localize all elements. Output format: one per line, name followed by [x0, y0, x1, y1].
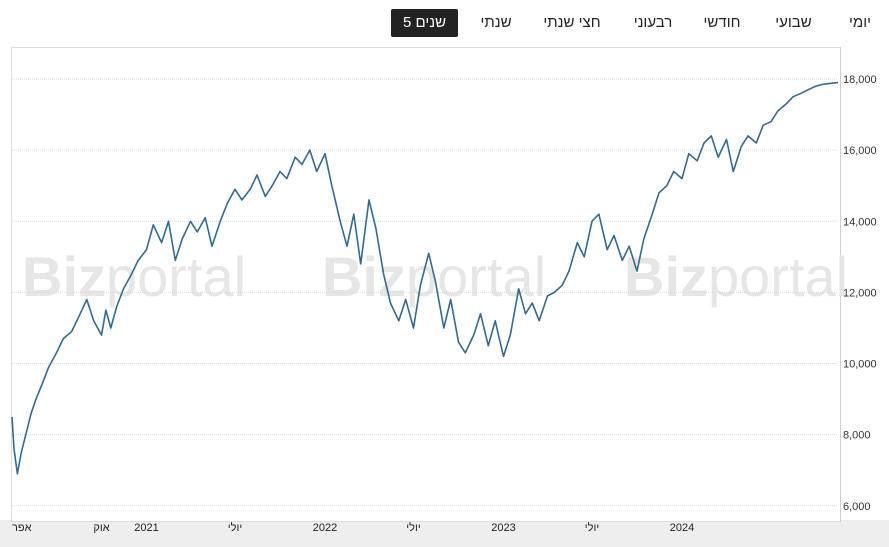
x-tick-label: 2021	[134, 522, 158, 534]
x-tick-label: יולי	[406, 521, 420, 534]
tab-weekly[interactable]: שבועי	[775, 14, 812, 31]
y-tick-label: 12,000	[843, 287, 877, 299]
y-axis-ticks: 6,000 8,000 10,000 12,000 14,000 16,000 18,000	[843, 74, 877, 513]
x-tick-label: 2023	[491, 522, 515, 534]
watermark-1: Bizportal	[22, 245, 246, 308]
x-axis-band	[0, 520, 889, 547]
tab-quarterly[interactable]: רבעוני	[633, 14, 673, 31]
watermark-3: Bizportal	[624, 245, 848, 308]
watermark-layer: Bizportal Bizportal Bizportal	[22, 245, 848, 308]
chart-frame	[11, 47, 841, 522]
y-tick-label: 6,000	[843, 501, 871, 513]
x-axis-ticks: אפר אוק 2021 יולי 2022 יולי 2023 יולי 2024	[12, 521, 694, 534]
tab-five-years[interactable]: 5 שנים	[391, 9, 459, 37]
tab-monthly[interactable]: חודשי	[703, 14, 741, 31]
x-tick-label: אוק	[93, 522, 109, 534]
period-tabs: יומי שבועי חודשי רבעוני חצי שנתי שנתי 5 …	[0, 0, 889, 46]
tab-half-yearly[interactable]: חצי שנתי	[543, 14, 601, 31]
tab-yearly[interactable]: שנתי	[480, 14, 512, 31]
x-tick-label: 2024	[670, 522, 694, 534]
y-tick-label: 18,000	[843, 74, 877, 86]
tab-daily[interactable]: יומי	[849, 14, 871, 31]
x-tick-label: 2022	[313, 522, 337, 534]
x-tick-label: יולי	[228, 521, 242, 534]
x-tick-label: אפר	[12, 522, 32, 534]
y-tick-label: 14,000	[843, 216, 877, 228]
y-tick-label: 16,000	[843, 145, 877, 157]
series-line	[11, 81, 839, 475]
y-tick-label: 8,000	[843, 430, 871, 442]
grid-lines	[12, 78, 838, 507]
x-tick-label: יולי	[585, 521, 599, 534]
y-tick-label: 10,000	[843, 359, 877, 371]
